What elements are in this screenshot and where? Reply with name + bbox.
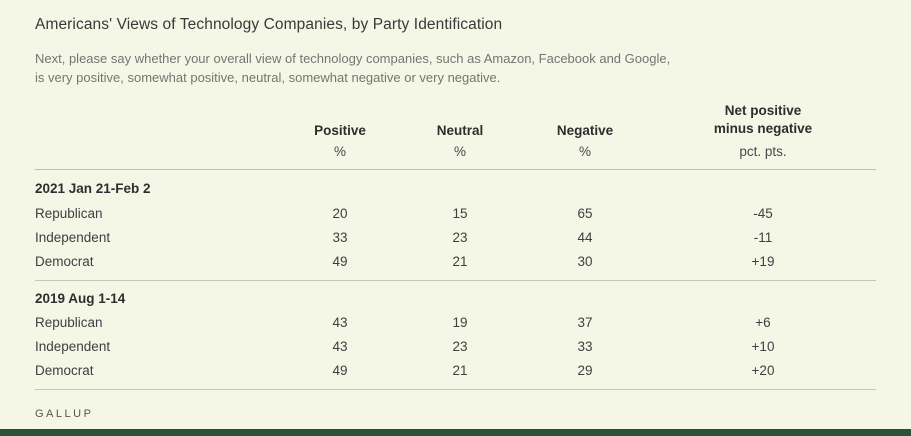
neutral-value: 15 [452, 205, 468, 221]
page-title: Americans' Views of Technology Companies… [35, 16, 503, 33]
bottom-accent-bar [0, 429, 911, 436]
table-row: Democrat 49 21 30 +19 [35, 249, 876, 281]
net-value: +19 [751, 253, 775, 269]
table-row: Republican 43 19 37 +6 [35, 311, 876, 335]
table-units-row: % % % pct. pts. [35, 142, 876, 171]
column-header-neutral: Neutral [436, 123, 484, 139]
party-label: Republican [35, 315, 103, 331]
positive-value: 33 [332, 229, 348, 245]
survey-question-text: Next, please say whether your overall vi… [35, 51, 671, 85]
party-label: Democrat [35, 363, 94, 379]
neutral-value: 19 [452, 315, 468, 331]
net-value: +20 [751, 363, 775, 379]
unit-positive: % [333, 144, 346, 160]
unit-neutral: % [453, 144, 466, 160]
party-label: Independent [35, 229, 111, 245]
neutral-value: 23 [452, 229, 468, 245]
table-row: Republican 20 15 65 -45 [35, 201, 876, 225]
column-header-negative: Negative [556, 123, 614, 139]
party-label: Independent [35, 339, 111, 355]
table-row: Independent 43 23 33 +10 [35, 335, 876, 359]
net-value: -45 [753, 205, 773, 221]
net-value: +10 [751, 339, 775, 355]
neutral-value: 23 [452, 339, 468, 355]
positive-value: 43 [332, 315, 348, 331]
table-row: Democrat 49 21 29 +20 [35, 359, 876, 391]
gallup-logo-text: GALLUP [35, 408, 94, 421]
negative-value: 65 [577, 205, 593, 221]
positive-value: 49 [332, 253, 348, 269]
net-header-line1: Net positive [724, 102, 802, 118]
unit-net: pct. pts. [739, 144, 787, 160]
negative-value: 29 [577, 363, 593, 379]
section-date-2021: 2021 Jan 21-Feb 2 [35, 181, 151, 197]
neutral-value: 21 [452, 253, 468, 269]
positive-value: 49 [332, 363, 348, 379]
net-value: -11 [753, 229, 773, 245]
party-label: Republican [35, 205, 103, 221]
column-header-positive: Positive [314, 123, 366, 139]
party-label: Democrat [35, 253, 94, 269]
unit-negative: % [578, 144, 591, 160]
negative-value: 44 [577, 229, 593, 245]
negative-value: 33 [577, 339, 593, 355]
net-value: +6 [755, 315, 771, 331]
results-table: Positive Neutral Negative Net positive m… [35, 102, 876, 391]
section-date-2019: 2019 Aug 1-14 [35, 290, 126, 306]
positive-value: 43 [332, 339, 348, 355]
negative-value: 37 [577, 315, 593, 331]
column-header-net: Net positive minus negative [650, 102, 876, 138]
table-row: Independent 33 23 44 -11 [35, 225, 876, 249]
positive-value: 20 [332, 205, 348, 221]
neutral-value: 21 [452, 363, 468, 379]
negative-value: 30 [577, 253, 593, 269]
table-header-row: Positive Neutral Negative Net positive m… [35, 102, 876, 142]
net-header-line2: minus negative [713, 120, 813, 136]
